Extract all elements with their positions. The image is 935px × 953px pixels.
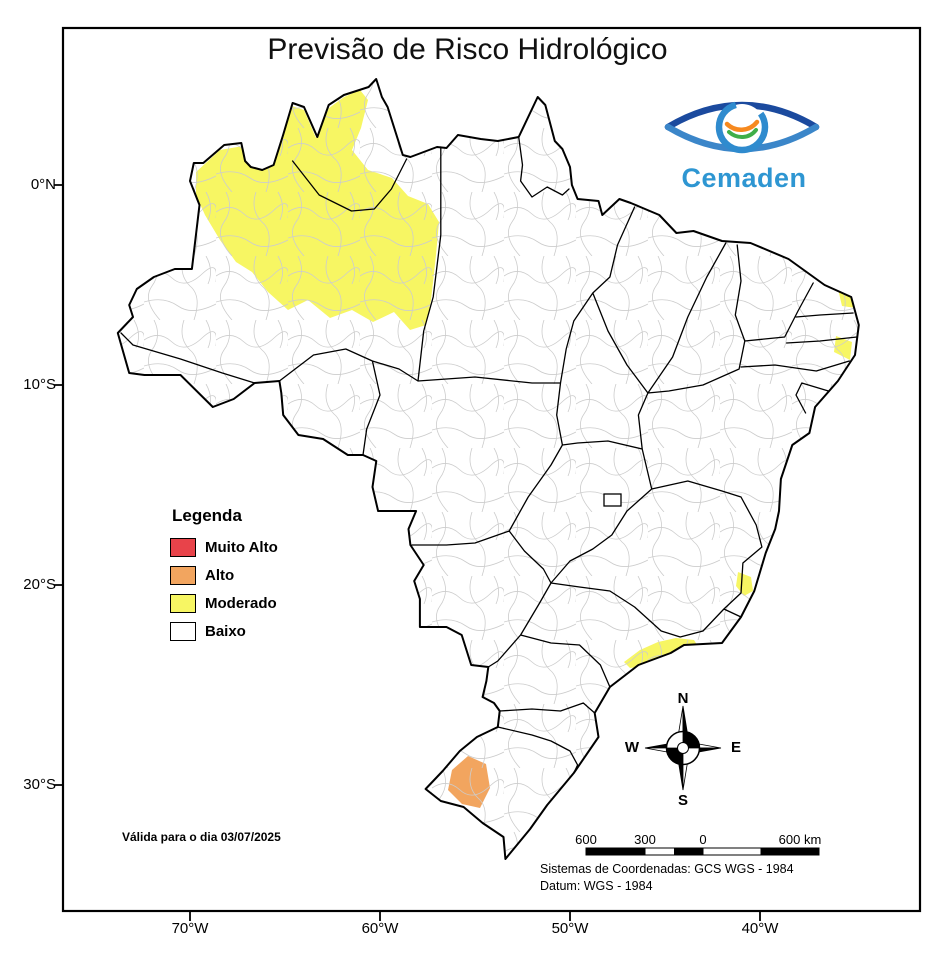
validity-note: Válida para o dia 03/07/2025 [122, 830, 281, 844]
coordinate-system-note: Sistemas de Coordenadas: GCS WGS - 1984 [540, 862, 794, 876]
legend-swatch-moderado [170, 594, 196, 613]
scale-bar [585, 847, 820, 856]
legend-swatch-baixo [170, 622, 196, 641]
cemaden-logo-icon [664, 100, 820, 154]
compass-label-e: E [730, 739, 741, 756]
state-boundaries [120, 136, 858, 774]
compass-label-s: S [677, 792, 688, 809]
compass-rose-icon [644, 705, 722, 791]
legend-title: Legenda [172, 506, 242, 525]
scale-label-300: 300 [634, 832, 656, 847]
lat-label-30s: 30°S [23, 776, 56, 793]
page-title: Previsão de Risco Hidrológico [267, 33, 668, 66]
scale-label-600-left: 600 [575, 832, 597, 847]
scale-label-600-km: 600 km [778, 832, 822, 847]
legend-label: Muito Alto [205, 539, 278, 556]
legend-item: Baixo [170, 622, 310, 641]
compass-label-n: N [677, 690, 689, 707]
datum-note: Datum: WGS - 1984 [540, 879, 653, 893]
legend-label: Alto [205, 567, 235, 584]
legend: Legenda Muito Alto Alto Moderado Baixo [170, 506, 310, 650]
municipal-boundaries [117, 79, 859, 859]
compass-label-w: W [624, 739, 640, 756]
lat-label-10s: 10°S [23, 376, 56, 393]
lat-label-0n: 0°N [30, 176, 56, 193]
lon-label-40w: 40°W [741, 920, 779, 937]
legend-swatch-muito-alto [170, 538, 196, 557]
lon-label-50w: 50°W [551, 920, 589, 937]
lon-label-60w: 60°W [361, 920, 399, 937]
scale-label-0: 0 [699, 832, 707, 847]
legend-item: Alto [170, 566, 310, 585]
legend-item: Muito Alto [170, 538, 310, 557]
brazil-map [116, 78, 860, 860]
cemaden-wordmark: Cemaden [681, 163, 807, 193]
lat-label-20s: 20°S [23, 576, 56, 593]
graticule-ticks [54, 184, 761, 921]
legend-label: Baixo [205, 623, 246, 640]
legend-swatch-alto [170, 566, 196, 585]
risk-regions [117, 79, 859, 859]
legend-item: Moderado [170, 594, 310, 613]
map-frame [61, 26, 922, 913]
legend-label: Moderado [205, 595, 277, 612]
lon-label-70w: 70°W [171, 920, 209, 937]
distrito-federal-boundary [603, 493, 622, 507]
